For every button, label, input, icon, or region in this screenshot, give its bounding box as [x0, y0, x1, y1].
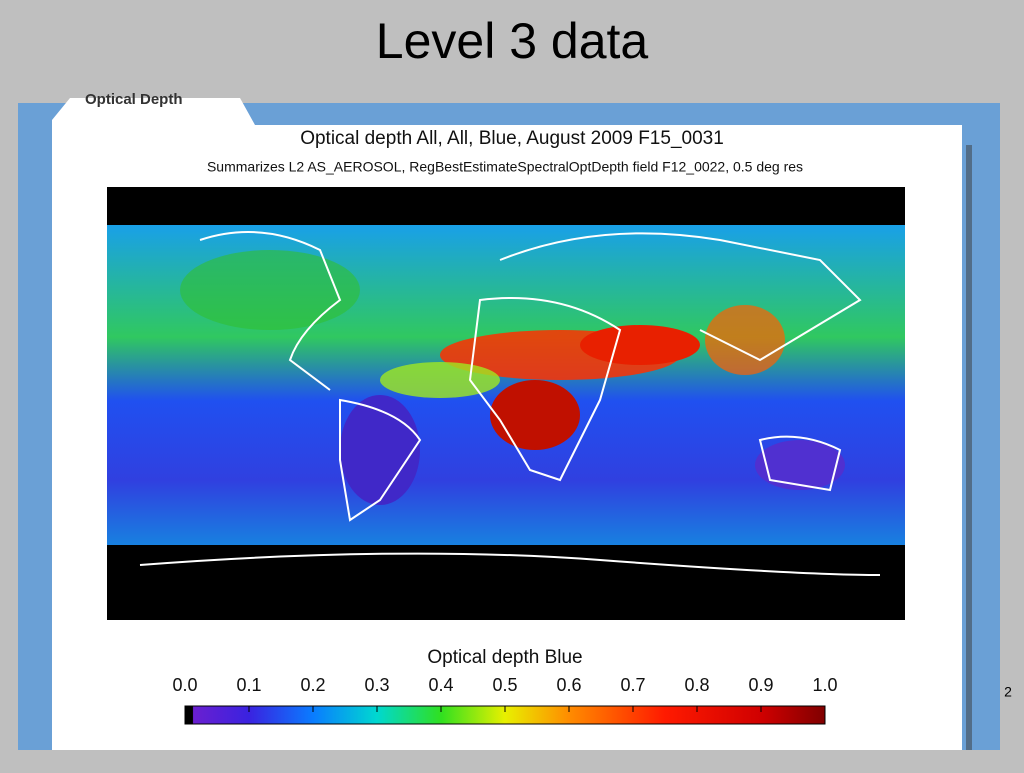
- colorbar-tick-label: 0.4: [428, 675, 453, 695]
- coast-na: [199, 231, 342, 391]
- coast-sa: [339, 398, 422, 522]
- colorbar-ticks: 0.0 0.1 0.2 0.3 0.4 0.5 0.6 0.7 0.8 0.9 1.0: [172, 675, 838, 712]
- figure-subtitle: Summarizes L2 AS_AEROSOL, RegBestEstimat…: [207, 159, 803, 175]
- colorbar-tick-label: 0.3: [364, 675, 389, 695]
- colorbar-label: Optical depth Blue: [427, 647, 582, 668]
- colorbar-tick-label: 0.9: [748, 675, 773, 695]
- atlantic-plume: [380, 362, 500, 398]
- tab-label: Optical Depth: [85, 91, 183, 108]
- colorbar-tick-label: 0.1: [236, 675, 261, 695]
- colorbar-tick-label: 0.7: [620, 675, 645, 695]
- figure-title: Optical depth All, All, Blue, August 200…: [300, 128, 724, 149]
- page-number: 2: [1004, 684, 1012, 700]
- africa-fire: [490, 380, 580, 450]
- coast-australia: [758, 435, 842, 492]
- coastlines: [139, 231, 881, 576]
- shadow: [966, 145, 972, 750]
- asia-haze: [705, 305, 785, 375]
- colorbar-tick-label: 0.2: [300, 675, 325, 695]
- colorbar-tick-label: 0.8: [684, 675, 709, 695]
- colorbar-tick-label: 0.6: [556, 675, 581, 695]
- coast-antarctica: [139, 552, 881, 576]
- australia: [755, 440, 845, 490]
- north-america: [180, 250, 360, 330]
- arabia-plume: [580, 325, 700, 365]
- colorbar-tick-label: 0.5: [492, 675, 517, 695]
- colorbar-tick-label: 0.0: [172, 675, 197, 695]
- coast-africa: [468, 297, 622, 482]
- coast-eurasia: [499, 232, 862, 362]
- slide-title: Level 3 data: [376, 13, 649, 69]
- colorbar-tick-label: 1.0: [812, 675, 837, 695]
- antarctica: [107, 559, 905, 620]
- map: [107, 187, 905, 620]
- south-america: [340, 395, 420, 505]
